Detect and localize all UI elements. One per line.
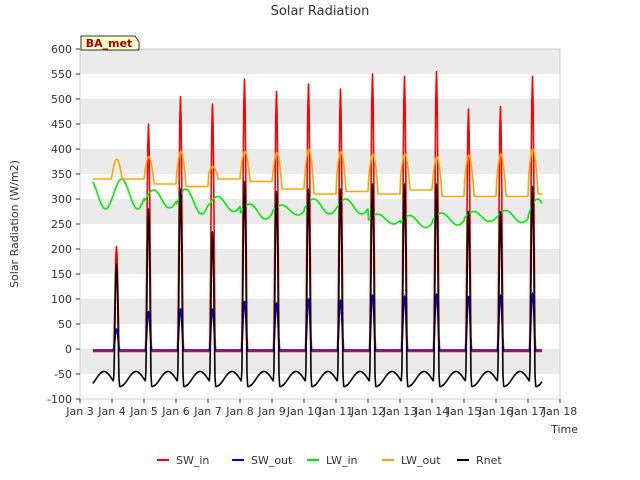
- legend: SW_in SW_out LW_in LW_out Rnet: [157, 454, 502, 467]
- grid-band: [80, 149, 560, 174]
- x-tick-label: Jan 12: [350, 405, 385, 418]
- x-tick-label: Jan 13: [382, 405, 417, 418]
- legend-label: SW_out: [251, 454, 293, 467]
- series-line-sw-in: [92, 70, 543, 353]
- x-tick-label: Jan 3: [65, 405, 93, 418]
- station-badge: BA_met: [80, 35, 140, 51]
- y-axis-label: Solar Radiation (W/m2): [8, 160, 21, 288]
- grid-band: [80, 249, 560, 274]
- x-tick-label: Jan 18: [542, 405, 577, 418]
- chart-title: Solar Radiation: [271, 4, 370, 19]
- y-tick-label: 100: [51, 293, 72, 306]
- grid-band: [80, 299, 560, 324]
- y-tick-label: 400: [51, 143, 72, 156]
- y-tick-label: -50: [54, 368, 72, 381]
- series-line-lw-out: [92, 148, 543, 198]
- x-tick-label: Jan 10: [286, 405, 321, 418]
- x-tick-label: Jan 9: [257, 405, 285, 418]
- y-tick-label: -100: [47, 393, 72, 406]
- x-tick-label: Jan 8: [225, 405, 253, 418]
- x-tick-label: Jan 17: [510, 405, 545, 418]
- x-tick-label: Jan 15: [446, 405, 481, 418]
- grid-band: [80, 199, 560, 224]
- y-tick-label: 550: [51, 68, 72, 81]
- x-tick-label: Jan 11: [318, 405, 353, 418]
- x-axis-label: Time: [550, 423, 578, 436]
- x-axis: Jan 3 Jan 4 Jan 5 Jan 6 Jan 7 Jan 8 Jan 9 Jan 1…: [65, 399, 577, 418]
- y-tick-label: 250: [51, 218, 72, 231]
- y-tick-label: 200: [51, 243, 72, 256]
- legend-label: LW_in: [326, 454, 358, 467]
- x-tick-label: Jan 14: [414, 405, 449, 418]
- plot-background: [80, 49, 560, 399]
- y-tick-label: 450: [51, 118, 72, 131]
- y-axis: -100 -50 0 50 100 150 200 250 300 350 400 450 500 550…: [47, 43, 80, 406]
- station-label: BA_met: [86, 37, 133, 50]
- legend-label: SW_in: [176, 454, 209, 467]
- y-tick-label: 150: [51, 268, 72, 281]
- grid-band: [80, 49, 560, 74]
- plot-series: [92, 70, 543, 388]
- legend-label: Rnet: [476, 454, 502, 467]
- x-tick-label: Jan 5: [129, 405, 157, 418]
- y-tick-label: 350: [51, 168, 72, 181]
- series-line-lw-in: [92, 178, 543, 229]
- grid-band: [80, 349, 560, 374]
- x-tick-label: Jan 7: [193, 405, 221, 418]
- y-tick-label: 600: [51, 43, 72, 56]
- legend-label: LW_out: [401, 454, 441, 467]
- y-tick-label: 50: [58, 318, 72, 331]
- y-tick-label: 0: [65, 343, 72, 356]
- x-tick-label: Jan 6: [161, 405, 189, 418]
- x-tick-label: Jan 4: [97, 405, 125, 418]
- y-tick-label: 300: [51, 193, 72, 206]
- x-tick-label: Jan 16: [478, 405, 513, 418]
- series-line-rnet: [92, 180, 543, 388]
- grid-band: [80, 99, 560, 124]
- y-tick-label: 500: [51, 93, 72, 106]
